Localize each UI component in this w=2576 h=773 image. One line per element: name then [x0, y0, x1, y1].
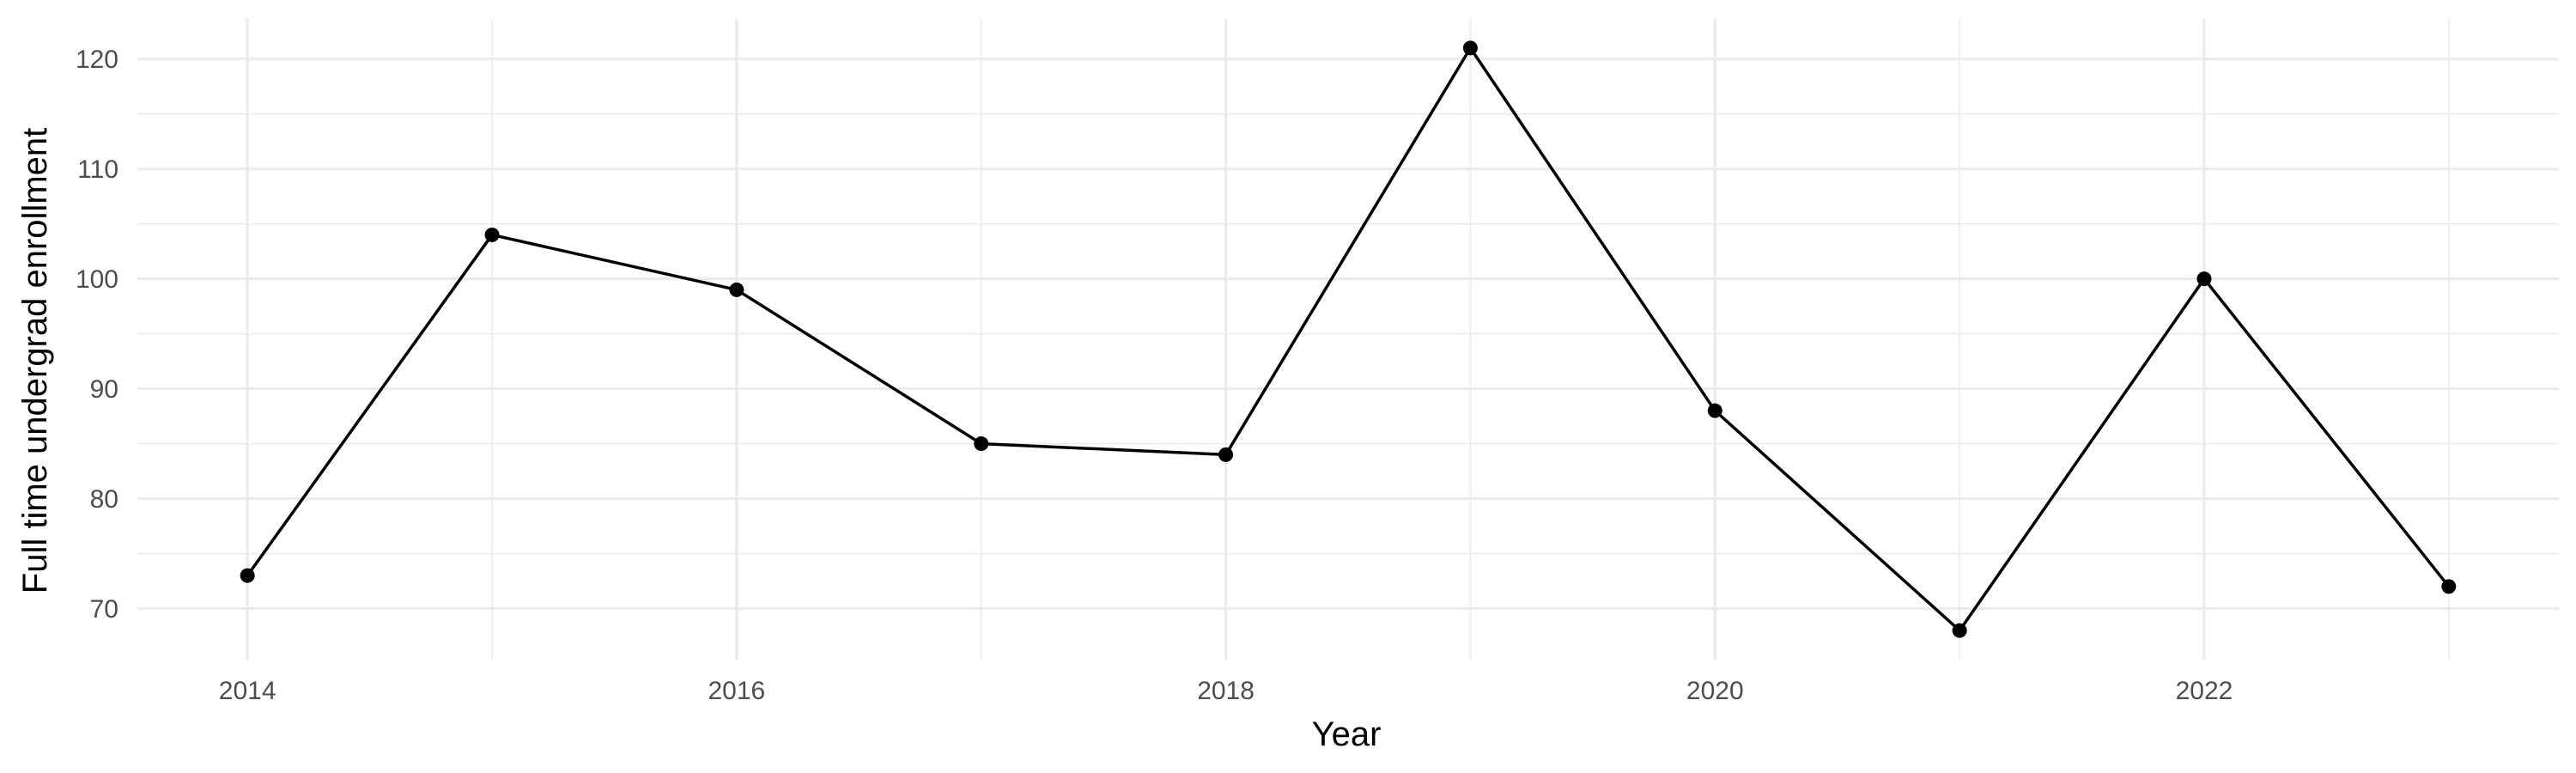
data-points — [240, 40, 2457, 638]
y-tick-label: 100 — [76, 265, 118, 294]
y-tick-labels: 70 80 90 100 110 120 — [76, 46, 118, 624]
x-axis-title: Year — [1312, 715, 1382, 753]
y-tick-label: 80 — [90, 485, 118, 514]
data-point-2018 — [1218, 447, 1234, 462]
data-point-2022 — [2196, 271, 2212, 287]
data-point-2014 — [240, 568, 255, 583]
y-tick-label: 120 — [76, 46, 118, 74]
y-tick-label: 90 — [90, 375, 118, 404]
data-point-2016 — [729, 282, 744, 297]
data-point-2019 — [1462, 40, 1478, 56]
y-tick-label: 110 — [77, 155, 118, 184]
data-point-2020 — [1707, 403, 1722, 418]
data-point-2017 — [974, 436, 989, 452]
x-tick-label: 2018 — [1197, 677, 1255, 705]
x-tick-label: 2022 — [2176, 677, 2233, 705]
x-tick-label: 2020 — [1686, 677, 1744, 705]
gridlines — [137, 19, 2559, 660]
y-tick-label: 70 — [90, 595, 118, 624]
data-point-2015 — [484, 227, 500, 242]
x-tick-labels: 2014 2016 2018 2020 2022 — [219, 677, 2233, 705]
x-tick-label: 2016 — [708, 677, 766, 705]
series-line-layer — [246, 46, 2451, 632]
x-tick-label: 2014 — [219, 677, 276, 705]
series-line — [246, 46, 2451, 632]
data-point-2023 — [2441, 579, 2457, 594]
y-axis-title: Full time undergrad enrollment — [16, 128, 54, 593]
data-point-2021 — [1952, 623, 1967, 638]
